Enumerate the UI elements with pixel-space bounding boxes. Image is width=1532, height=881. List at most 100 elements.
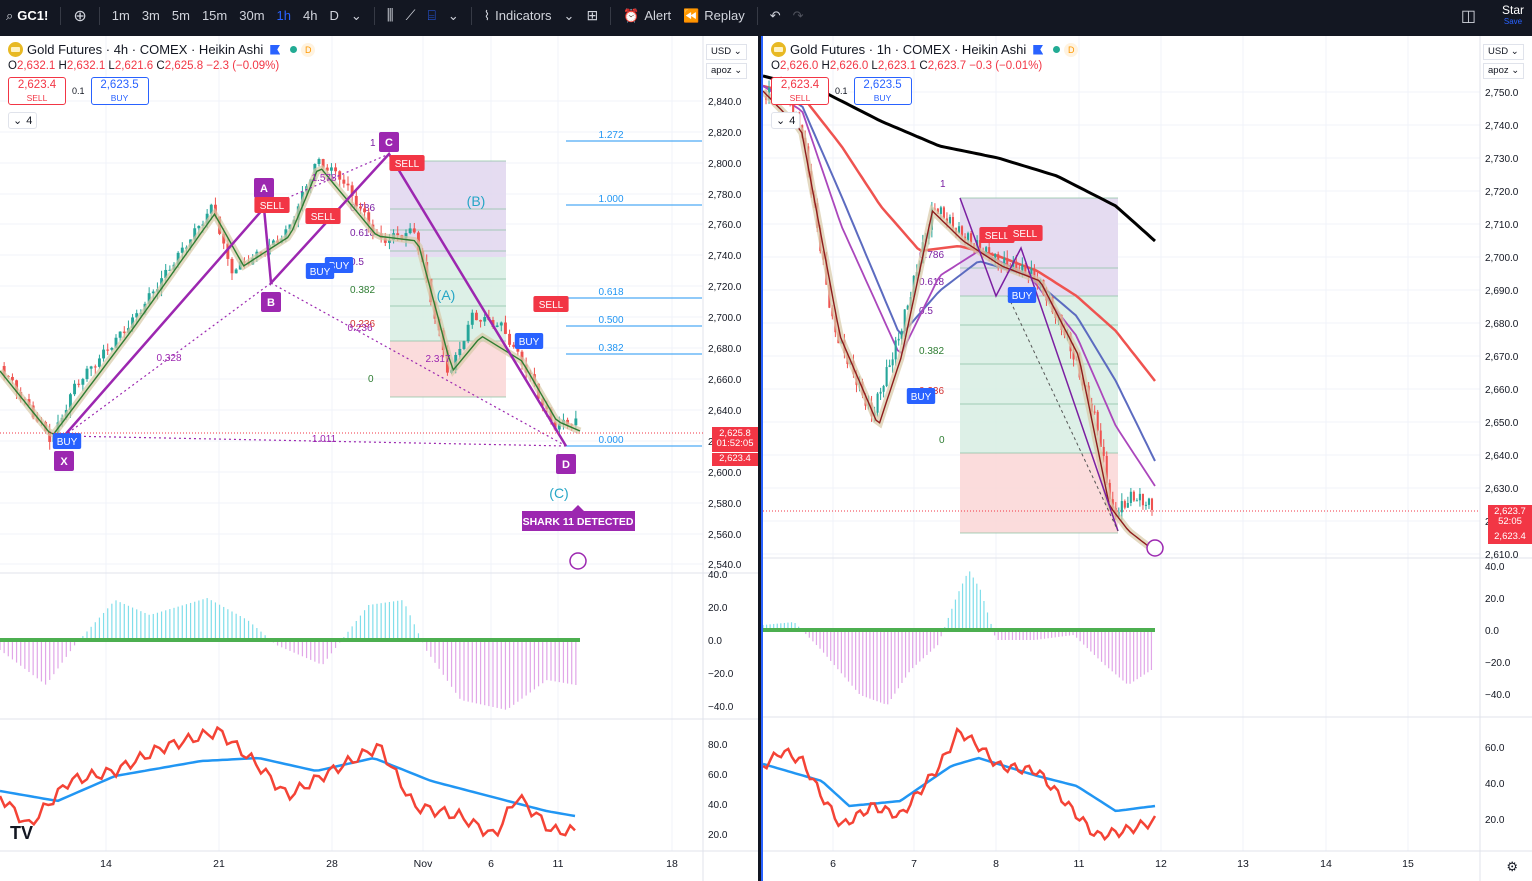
- interval-3m[interactable]: 3m: [141, 8, 160, 23]
- price-tick-label: 2,840.0: [708, 97, 742, 108]
- rsi-signal-line: [0, 756, 576, 818]
- indicators-dropdown[interactable]: ⌄: [558, 0, 581, 31]
- rsi-tick-label: 40.0: [708, 800, 728, 811]
- toolbar-divider: [756, 6, 758, 25]
- left-legend: Gold Futures · 4h · COMEX · Heikin Ashi …: [8, 42, 316, 129]
- detected-banner-bg: [522, 505, 635, 531]
- candle-body: [1144, 504, 1148, 506]
- candle-body: [1012, 261, 1015, 270]
- redo-button[interactable]: ↷: [787, 0, 810, 31]
- interval-dropdown-button[interactable]: ⌄: [345, 0, 368, 31]
- indicators-collapse-button[interactable]: ⌄ 4: [8, 112, 38, 129]
- change-value: −2.3 (−0.09%): [206, 60, 280, 72]
- bar-style-button[interactable]: ⫼: [381, 0, 400, 31]
- candle-body: [1006, 258, 1009, 268]
- buy-signal-label: BUY: [1012, 291, 1033, 302]
- buy-signal-label: BUY: [310, 267, 331, 278]
- symbol-search-button[interactable]: ⌕ GC1!: [0, 0, 54, 31]
- undo-button[interactable]: ↶: [764, 0, 787, 31]
- time-tick-label: 15: [1402, 858, 1414, 870]
- candle-body: [466, 324, 470, 342]
- candle-body: [970, 233, 973, 244]
- price-tick-label: 2,660.0: [708, 375, 742, 386]
- alert-button[interactable]: ⏰ Alert: [617, 0, 677, 31]
- wave-label: (A): [437, 287, 456, 303]
- buy-price: 2,623.5: [863, 79, 902, 91]
- high-value: 2,632.1: [66, 60, 106, 72]
- time-tick-label: 8: [993, 858, 999, 870]
- candle-body: [557, 423, 561, 430]
- interval-5m[interactable]: 5m: [171, 8, 190, 23]
- line-style-button[interactable]: ⟋: [400, 0, 422, 31]
- candle-body: [462, 341, 466, 349]
- toolbar-divider: [470, 6, 472, 25]
- price-tick-label: 2,640.0: [708, 406, 742, 417]
- interval-d[interactable]: D: [329, 8, 339, 23]
- fib-box-lower: [960, 453, 1118, 533]
- interval-15m[interactable]: 15m: [201, 8, 228, 23]
- price-tick-label: 2,820.0: [708, 128, 742, 139]
- spread-value: 0.1: [72, 86, 85, 96]
- layout-split-icon[interactable]: ◫: [1460, 7, 1476, 25]
- scale-mode-select[interactable]: apoz ⌄: [1483, 63, 1525, 79]
- left-chart-pane[interactable]: 2,840.0 2,820.0 2,800.0 2,780.0 2,760.0 2,740…: [0, 36, 758, 881]
- chevron-down-icon: ⌄: [447, 7, 459, 23]
- replay-button[interactable]: ⏪ Replay: [677, 0, 751, 31]
- fib-box-level: 0: [368, 374, 374, 385]
- time-tick-label: 13: [1237, 858, 1249, 870]
- candle-body: [516, 346, 520, 352]
- macd-tick-label: 0.0: [1485, 626, 1499, 637]
- candle-style-button[interactable]: ⌸: [421, 0, 441, 31]
- candle-body: [1015, 261, 1018, 272]
- right-chart-pane[interactable]: 2,750.0 2,740.0 2,730.0 2,720.0 2,710.0 2,700…: [761, 36, 1532, 881]
- indicators-collapse-button[interactable]: ⌄ 4: [771, 112, 801, 129]
- interval-4h[interactable]: 4h: [303, 8, 318, 23]
- candle-body: [329, 167, 333, 171]
- rsi-line: [763, 726, 1157, 842]
- flag-icon[interactable]: [1033, 44, 1044, 55]
- redo-icon: ↷: [792, 7, 804, 23]
- price-tick-label: 2,710.0: [1485, 220, 1519, 231]
- indicators-button[interactable]: ⌇ Indicators: [478, 0, 558, 31]
- chart-style-dropdown[interactable]: ⌄: [442, 0, 465, 31]
- candle-body: [1030, 268, 1033, 277]
- rsi-tick-label: 20.0: [1485, 815, 1505, 826]
- buy-button[interactable]: 2,623.5 BUY: [90, 77, 149, 105]
- star-save-button[interactable]: Star Save: [1502, 4, 1524, 27]
- candle-body: [979, 240, 982, 251]
- macd-tick-label: 0.0: [708, 636, 722, 647]
- candle-body: [367, 212, 371, 225]
- left-chart-canvas[interactable]: 2,840.0 2,820.0 2,800.0 2,780.0 2,760.0 2,740…: [0, 36, 758, 881]
- pane-divider[interactable]: [758, 31, 761, 881]
- candle-body: [1003, 258, 1006, 267]
- sell-button[interactable]: 2,623.4 SELL: [771, 77, 829, 105]
- currency-select[interactable]: USD ⌄: [706, 44, 748, 60]
- candle-body: [1147, 498, 1151, 505]
- save-label: Save: [1503, 16, 1523, 26]
- interval-30m[interactable]: 30m: [239, 8, 265, 23]
- templates-button[interactable]: ⊞: [580, 0, 604, 31]
- currency-select[interactable]: USD ⌄: [1483, 44, 1525, 60]
- candle-body: [553, 421, 557, 430]
- candle-body: [957, 226, 961, 234]
- right-chart-canvas[interactable]: 2,750.0 2,740.0 2,730.0 2,720.0 2,710.0 2,700…: [763, 36, 1532, 881]
- chevron-down-icon: ⌄: [776, 115, 786, 127]
- compare-add-button[interactable]: ⊕: [67, 0, 92, 31]
- fib-extension-label: 1.000: [598, 194, 623, 205]
- settings-gear-icon[interactable]: ⚙: [1506, 859, 1518, 874]
- sell-signal-label: SELL: [311, 212, 336, 223]
- flag-icon[interactable]: [270, 44, 281, 55]
- scale-mode-select[interactable]: apoz ⌄: [706, 63, 748, 79]
- sell-button[interactable]: 2,623.4 SELL: [8, 77, 66, 105]
- price-tick-label: 2,610.0: [1485, 550, 1519, 561]
- price-tick-label: 2,540.0: [708, 560, 742, 571]
- candle-body: [479, 320, 483, 322]
- change-value: −0.3 (−0.01%): [969, 60, 1043, 72]
- pattern-ratio-label: 1.011: [312, 434, 337, 445]
- buy-button[interactable]: 2,623.5 BUY: [853, 77, 912, 105]
- interval-1h[interactable]: 1h: [276, 8, 291, 23]
- candle-body: [879, 391, 882, 394]
- candle-body: [106, 349, 110, 351]
- interval-1m[interactable]: 1m: [111, 8, 130, 23]
- sell-label: SELL: [26, 93, 48, 103]
